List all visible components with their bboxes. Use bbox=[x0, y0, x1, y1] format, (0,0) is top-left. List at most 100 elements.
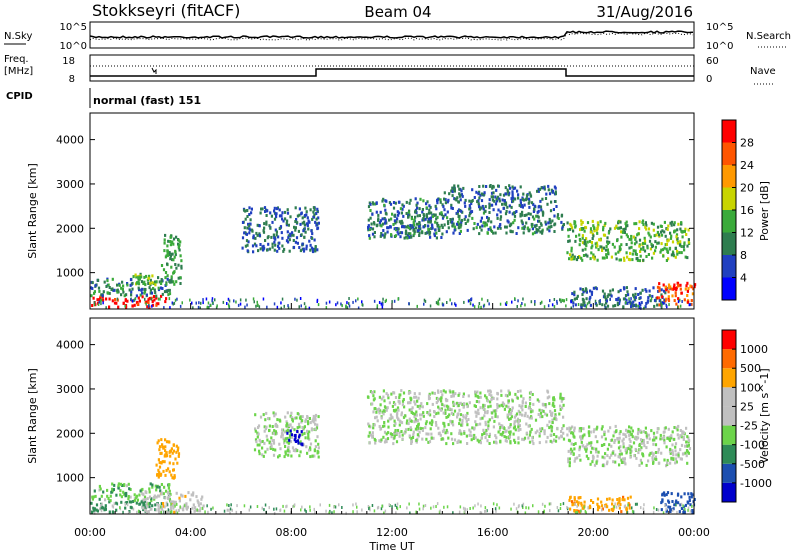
velocity-cell bbox=[639, 458, 642, 462]
velocity-cell bbox=[127, 511, 130, 515]
velocity-cell bbox=[290, 433, 293, 437]
velocity-cell bbox=[517, 428, 520, 432]
velocity-cell bbox=[687, 508, 689, 512]
power-cell bbox=[303, 235, 306, 239]
power-cell bbox=[680, 291, 683, 295]
velocity-cell bbox=[445, 442, 448, 446]
velocity-cell bbox=[517, 409, 520, 413]
power-cell bbox=[653, 234, 656, 238]
power-cell bbox=[634, 292, 637, 296]
velocity-cell bbox=[98, 488, 101, 492]
velocity-cell bbox=[368, 507, 370, 511]
power-cell bbox=[159, 286, 163, 290]
power-cell bbox=[253, 300, 255, 304]
power-cell bbox=[686, 256, 689, 260]
velocity-cell bbox=[106, 488, 109, 492]
power-cell bbox=[499, 226, 502, 230]
velocity-cell bbox=[527, 506, 530, 510]
power-cell bbox=[491, 186, 494, 190]
power-cell bbox=[673, 221, 676, 225]
velocity-cell bbox=[487, 420, 490, 424]
velocity-cell bbox=[452, 394, 455, 398]
power-cell bbox=[421, 210, 424, 214]
velocity-cell bbox=[606, 454, 609, 458]
velocity-cell bbox=[440, 408, 443, 412]
power-cell bbox=[155, 303, 158, 307]
velocity-cell bbox=[413, 395, 416, 399]
power-cell bbox=[260, 207, 263, 211]
velocity-cell bbox=[494, 412, 497, 416]
power-cell bbox=[450, 203, 453, 207]
power-cell bbox=[171, 258, 174, 262]
power-cell bbox=[483, 224, 486, 228]
velocity-cell bbox=[620, 452, 623, 456]
power-cell bbox=[441, 232, 444, 236]
velocity-cell bbox=[683, 492, 686, 496]
velocity-cell bbox=[652, 460, 655, 464]
colorbar-tick-label: 12 bbox=[740, 227, 754, 240]
velocity-cell bbox=[603, 443, 606, 446]
power-cell bbox=[584, 287, 587, 291]
velocity-cell bbox=[646, 441, 649, 444]
power-cell bbox=[638, 220, 641, 224]
power-cell bbox=[264, 239, 267, 242]
power-cell bbox=[367, 218, 370, 222]
power-cell bbox=[508, 184, 511, 188]
power-cell bbox=[135, 301, 139, 305]
velocity-cell bbox=[527, 424, 530, 428]
power-cell bbox=[277, 244, 280, 248]
velocity-cell bbox=[514, 428, 517, 432]
power-cell bbox=[305, 213, 308, 217]
velocity-cell bbox=[643, 503, 645, 507]
velocity-cell bbox=[435, 401, 438, 405]
power-cell bbox=[440, 223, 443, 227]
velocity-cell bbox=[678, 510, 681, 514]
power-cell bbox=[459, 193, 462, 197]
power-cell bbox=[643, 306, 645, 310]
power-cell bbox=[548, 192, 552, 196]
power-cell bbox=[446, 216, 449, 220]
velocity-cell bbox=[231, 508, 233, 512]
velocity-cell bbox=[289, 440, 293, 444]
velocity-cell bbox=[632, 441, 636, 445]
power-cell bbox=[451, 221, 454, 224]
power-cell bbox=[442, 205, 445, 209]
power-cell bbox=[151, 300, 154, 303]
power-cell bbox=[296, 221, 299, 225]
power-cell bbox=[628, 246, 631, 250]
velocity-cell bbox=[568, 457, 571, 461]
velocity-cell bbox=[645, 446, 648, 450]
velocity-cell bbox=[513, 502, 515, 506]
velocity-cell bbox=[551, 440, 554, 444]
velocity-cell bbox=[496, 503, 498, 507]
velocity-cell bbox=[174, 457, 177, 461]
power-cell bbox=[409, 198, 412, 202]
power-cell bbox=[384, 211, 387, 215]
velocity-cell bbox=[503, 435, 506, 439]
velocity-cell bbox=[381, 424, 385, 428]
power-cell bbox=[362, 303, 364, 307]
colorbar-tick-label: 8 bbox=[740, 249, 747, 262]
power-cell bbox=[650, 297, 653, 301]
velocity-cell bbox=[601, 507, 604, 511]
velocity-cell bbox=[594, 435, 597, 439]
velocity-cell bbox=[459, 413, 463, 417]
velocity-cell bbox=[665, 507, 667, 511]
velocity-cell bbox=[314, 413, 318, 417]
velocity-cell bbox=[506, 394, 509, 398]
power-cell bbox=[551, 303, 554, 307]
power-cell bbox=[598, 238, 601, 242]
power-cell bbox=[215, 306, 218, 310]
power-cell bbox=[496, 216, 499, 220]
power-cell bbox=[669, 236, 673, 240]
power-cell bbox=[125, 293, 128, 297]
power-cell bbox=[598, 302, 601, 306]
power-cell bbox=[94, 284, 97, 287]
velocity-cell bbox=[619, 430, 622, 434]
power-cell bbox=[436, 215, 439, 219]
power-cell bbox=[679, 227, 682, 231]
velocity-cell bbox=[154, 503, 157, 507]
velocity-cell bbox=[302, 443, 305, 447]
power-cell bbox=[173, 255, 176, 259]
velocity-cell bbox=[505, 439, 508, 443]
